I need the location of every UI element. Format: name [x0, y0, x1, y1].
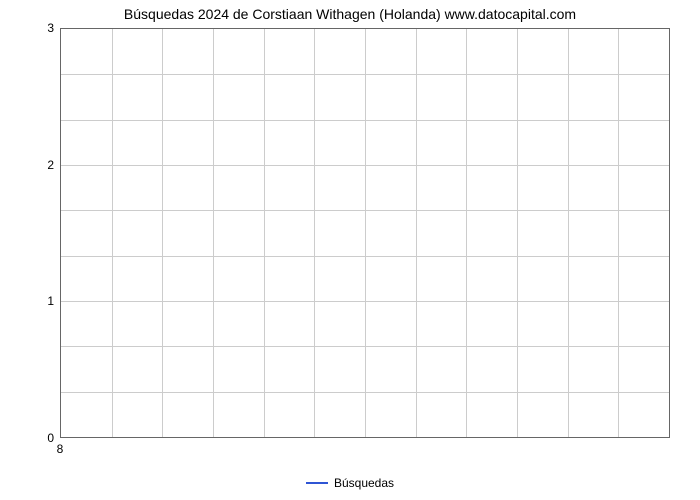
ytick-label: 0 [24, 431, 54, 445]
legend: Búsquedas [0, 475, 700, 490]
gridline-vertical [112, 29, 113, 437]
ytick-label: 3 [24, 21, 54, 35]
gridline-vertical [162, 29, 163, 437]
legend-label: Búsquedas [334, 476, 394, 490]
gridline-vertical [568, 29, 569, 437]
legend-swatch [306, 482, 328, 484]
gridline-vertical [618, 29, 619, 437]
ytick-label: 1 [24, 294, 54, 308]
gridline-vertical [314, 29, 315, 437]
chart-title: Búsquedas 2024 de Corstiaan Withagen (Ho… [0, 6, 700, 22]
plot-area [60, 28, 670, 438]
gridline-vertical [517, 29, 518, 437]
xtick-label: 8 [57, 442, 64, 456]
ytick-label: 2 [24, 158, 54, 172]
gridline-vertical [365, 29, 366, 437]
gridline-vertical [466, 29, 467, 437]
gridline-vertical [213, 29, 214, 437]
chart-container: Búsquedas 2024 de Corstiaan Withagen (Ho… [0, 0, 700, 500]
gridline-vertical [264, 29, 265, 437]
gridline-vertical [416, 29, 417, 437]
